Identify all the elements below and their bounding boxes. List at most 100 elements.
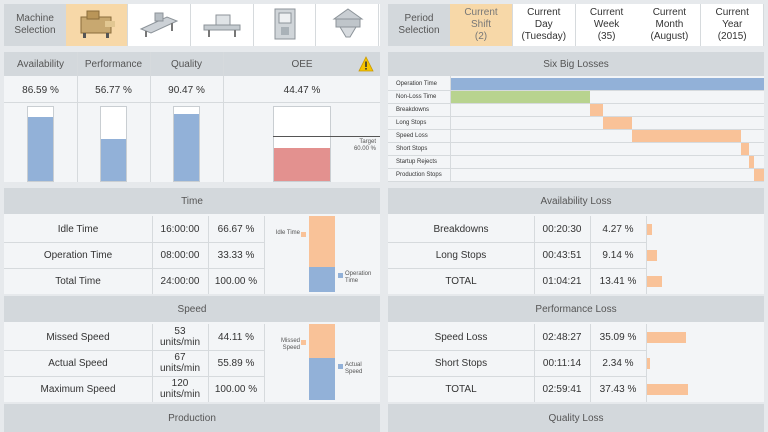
availability_loss-row-1-label: Long Stops	[435, 249, 487, 261]
performance_loss-row-1-value: 00:11:14	[542, 357, 582, 369]
availability_loss-row-0-bar	[647, 224, 652, 235]
time-col-divider	[208, 216, 209, 294]
period-5-button[interactable]: Current Year (2015)	[701, 4, 765, 46]
sbl-label-7: Production Stops	[396, 172, 442, 178]
time-row-2-value: 24:00:00	[160, 275, 200, 287]
sbl-label-1: Non-Loss Time	[396, 94, 437, 100]
kpi-row-divider	[4, 102, 380, 103]
sbl-divider	[388, 168, 764, 169]
speed-row-1-label: Actual Speed	[48, 357, 108, 369]
time-row-0-pct: 66.67 %	[217, 223, 255, 235]
sbl-bar-5	[741, 143, 749, 155]
sbl-label-6: Startup Rejects	[396, 159, 438, 165]
period-3-button[interactable]: Current Week (35)	[575, 4, 639, 46]
time-row-divider	[4, 242, 264, 243]
period-1-button[interactable]: Current Shift (2)	[450, 4, 513, 46]
speed-row-1-pct: 55.89 %	[217, 357, 255, 369]
period-4-button[interactable]: Current Month (August)	[638, 4, 702, 46]
performance_loss-row-divider	[388, 376, 646, 377]
availability-loss-title: Availability Loss	[388, 188, 764, 214]
performance_loss-col-divider	[534, 324, 535, 402]
speed-row-0-pct: 44.11 %	[218, 331, 254, 343]
sbl-divider	[388, 129, 764, 130]
sbl-bar-0	[451, 78, 764, 90]
oee-label: OEE	[291, 58, 313, 70]
machine-2-button[interactable]	[128, 4, 191, 46]
kpi-header	[4, 52, 380, 76]
performance_loss-row-0-pct: 35.09 %	[599, 331, 637, 343]
availability_loss-row-1-bar	[647, 250, 658, 261]
machine-4-button[interactable]	[254, 4, 317, 46]
availability_loss-row-2-label: TOTAL	[445, 275, 477, 287]
legend-swatch	[338, 272, 343, 278]
time-row-0-value: 16:00:00	[160, 223, 200, 235]
speed-col-divider	[152, 324, 153, 402]
performance_loss-row-2-pct: 37.43 %	[599, 383, 637, 395]
availability_loss-row-0-pct: 4.27 %	[602, 223, 634, 235]
performance_loss-row-0-bar	[647, 332, 686, 343]
time-chart-bottom-label: Operation Time	[345, 270, 372, 284]
multihead-weigher-icon	[326, 7, 370, 44]
machine-selection-label: Machine Selection	[4, 4, 66, 46]
legend-swatch	[301, 232, 306, 237]
availability_loss-row-1-value: 00:43:51	[542, 249, 582, 261]
availability_loss-row-0-value: 00:20:30	[542, 223, 582, 235]
performance_loss-row-0-label: Speed Loss	[434, 331, 488, 343]
oee-value: 44.47 %	[283, 84, 321, 96]
flow-wrapper-icon	[137, 7, 181, 44]
performance_loss-row-1-label: Short Stops	[434, 357, 488, 369]
oee-bar-fill	[274, 148, 330, 181]
kpi-1-value: 56.77 %	[95, 84, 132, 96]
sbl-bar-6	[748, 156, 754, 168]
performance-loss-title: Performance Loss	[388, 296, 764, 322]
time-title: Time	[4, 188, 380, 214]
performance_loss-row-2-value: 02:59:41	[542, 383, 582, 395]
availability_loss-row-2-bar	[647, 276, 662, 287]
availability_loss-row-1-pct: 9.14 %	[602, 249, 634, 261]
speed-row-0-value: 53 units/min	[159, 326, 200, 348]
kpi-divider	[150, 52, 151, 182]
sbl-bar-7	[753, 169, 764, 181]
sbl-divider	[388, 155, 764, 156]
period-2-button[interactable]: Current Day (Tuesday)	[512, 4, 576, 46]
time-row-1-value: 08:00:00	[160, 249, 200, 261]
performance_loss-row-divider	[388, 350, 646, 351]
speed-row-2-value: 120 units/min	[159, 378, 200, 400]
speed-chart-bottom-label: Actual Speed	[345, 361, 363, 375]
machine-5-button[interactable]	[317, 4, 380, 46]
speed-chart-top-label: Missed Speed	[280, 338, 300, 351]
quality-loss-title: Quality Loss	[388, 404, 764, 432]
machine-1-button[interactable]	[66, 4, 128, 46]
six-big-losses-title: Six Big Losses	[388, 52, 764, 76]
time-row-2-pct: 100.00 %	[214, 275, 258, 287]
performance_loss-col-divider	[646, 324, 647, 402]
kpi-0-label: Availability	[16, 58, 65, 70]
performance_loss-col-divider	[590, 324, 591, 402]
speed-row-divider	[4, 350, 264, 351]
sbl-divider	[388, 181, 764, 182]
period-selection-label: Period Selection	[388, 4, 450, 46]
machine-3-button[interactable]	[191, 4, 254, 46]
kpi-1-bar-frame	[100, 106, 127, 182]
warning-icon[interactable]	[358, 56, 374, 72]
sbl-divider	[388, 142, 764, 143]
sbl-bar-3	[603, 117, 632, 129]
sbl-bar-1	[451, 91, 591, 103]
speed-col-divider	[264, 324, 265, 402]
legend-swatch	[301, 340, 306, 345]
time-chart-bottom	[309, 266, 335, 292]
legend-swatch	[338, 363, 343, 369]
sbl-divider	[388, 103, 764, 104]
sbl-label-3: Long Stops	[396, 120, 427, 126]
performance_loss-row-2-bar	[647, 384, 689, 395]
packaging-machine-icon	[75, 7, 119, 44]
production-title: Production	[4, 404, 380, 432]
speed-row-2-label: Maximum Speed	[40, 383, 116, 395]
availability_loss-col-divider	[590, 216, 591, 294]
kpi-2-label: Quality	[170, 58, 203, 70]
kpi-2-bar-fill	[174, 114, 199, 181]
speed-row-divider	[4, 376, 264, 377]
kpi-2-value: 90.47 %	[168, 84, 205, 96]
oee-bar-frame	[273, 106, 331, 182]
speed-chart-bottom	[309, 357, 335, 400]
